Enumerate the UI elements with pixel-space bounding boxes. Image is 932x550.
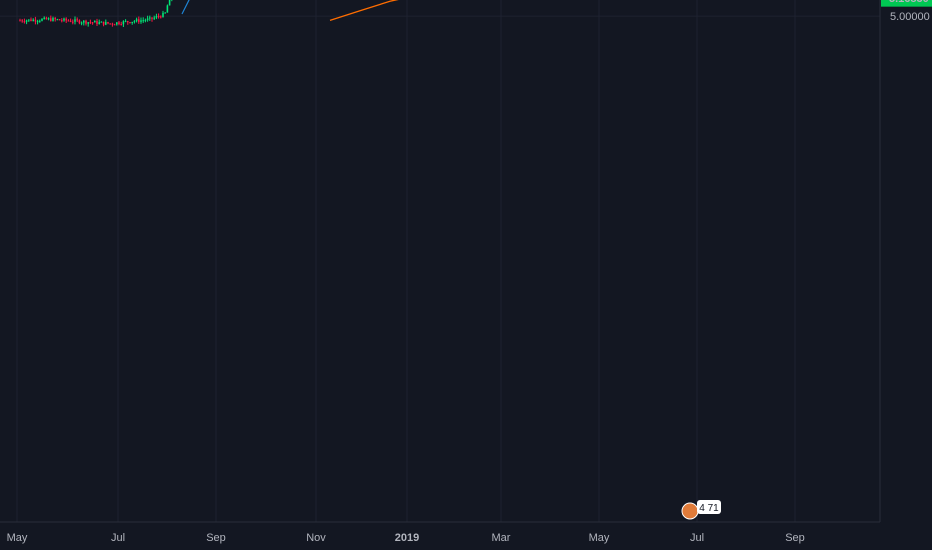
price-badges: 5.792555.217105.179985.16830	[881, 0, 932, 7]
candle-body	[72, 21, 74, 23]
candle-body	[21, 20, 23, 22]
candle-body	[63, 18, 65, 21]
candle-body	[56, 19, 59, 21]
candle-body	[118, 22, 120, 25]
candle-body	[74, 19, 76, 22]
candle-body	[160, 16, 162, 18]
candle-body	[76, 19, 78, 21]
time-tick-label: Nov	[306, 532, 326, 544]
time-tick-label: Sep	[206, 532, 226, 544]
candle-body	[41, 18, 43, 21]
candle-body	[28, 19, 30, 21]
candle-body	[149, 17, 151, 19]
candle-body	[120, 24, 122, 26]
time-tick-label: May	[7, 532, 28, 544]
candle-body	[45, 17, 48, 20]
candle-body	[36, 21, 39, 23]
candle-body	[129, 22, 131, 24]
candle-body	[131, 21, 133, 23]
candle-body	[19, 20, 21, 22]
candle-body	[78, 20, 81, 24]
candle-body	[138, 19, 140, 22]
time-tick-label: May	[589, 532, 610, 544]
candle-body	[157, 16, 160, 18]
candle-body	[105, 22, 107, 25]
candle-body	[164, 12, 166, 14]
candle-body	[43, 17, 45, 19]
candle-body	[52, 18, 54, 21]
time-tick-label: Jul	[111, 532, 125, 544]
misc-overlays: 4 71	[681, 500, 721, 520]
candle-body	[54, 18, 56, 20]
candle-body	[142, 20, 144, 22]
price-axis-background	[880, 0, 932, 550]
candle-body	[109, 23, 111, 25]
candle-body	[25, 20, 28, 22]
time-axis[interactable]: May Jul Sep Nov 2019 Mar May Jul Sep	[0, 521, 880, 544]
candle-body	[140, 20, 142, 22]
candlestick-series	[19, 0, 173, 27]
candle-body	[96, 21, 98, 24]
candle-body	[83, 20, 85, 23]
candle-body	[87, 22, 89, 24]
candle-body	[32, 19, 34, 21]
candle-body	[69, 20, 72, 22]
candle-body	[127, 21, 129, 23]
candle-body	[80, 22, 83, 24]
candle-body	[50, 18, 52, 21]
candle-body	[30, 19, 32, 21]
candle-body	[113, 24, 116, 26]
candle-body	[151, 17, 153, 19]
candle-body	[107, 22, 109, 24]
candle-body	[146, 18, 149, 21]
candle-body	[153, 17, 155, 19]
candle-body	[102, 21, 105, 25]
candle-body	[100, 21, 103, 23]
candle-body	[162, 12, 164, 18]
grid-lines	[0, 0, 880, 522]
candle-body	[94, 21, 96, 23]
candle-body	[34, 19, 37, 22]
candle-body	[67, 20, 70, 22]
candle-body	[65, 18, 67, 21]
tradingview-avatar-icon	[681, 502, 699, 520]
candle-body	[168, 0, 171, 6]
candle-body	[23, 21, 26, 23]
price-tick-label: 5.00000	[890, 11, 930, 23]
candle-body	[122, 21, 125, 25]
time-tick-label: Jul	[690, 532, 704, 544]
overlay-badge-label: 4 71	[699, 503, 719, 514]
candle-body	[61, 20, 63, 22]
candle-body	[124, 21, 127, 23]
candle-body	[98, 22, 100, 24]
time-tick-label: 2019	[395, 532, 419, 544]
candle-body	[47, 18, 50, 20]
price-badge	[881, 0, 932, 7]
candle-body	[89, 22, 92, 24]
candle-body	[111, 23, 114, 25]
price-axis[interactable]: 7.200007.000006.800006.600006.400006.200…	[879, 0, 932, 550]
candle-body	[144, 20, 147, 22]
candle-body	[85, 20, 87, 24]
candle-body	[58, 19, 61, 21]
candle-body	[116, 22, 118, 25]
time-tick-label: Mar	[492, 532, 511, 544]
candle-body	[135, 19, 138, 22]
time-tick-label: Sep	[785, 532, 805, 544]
candle-body	[91, 22, 94, 24]
candle-body	[39, 20, 41, 22]
overlay-badge	[697, 500, 721, 514]
price-badge-label: 5.16830	[889, 0, 929, 5]
candle-body	[166, 5, 169, 13]
candle-body	[133, 21, 136, 23]
candle-body	[155, 16, 158, 18]
